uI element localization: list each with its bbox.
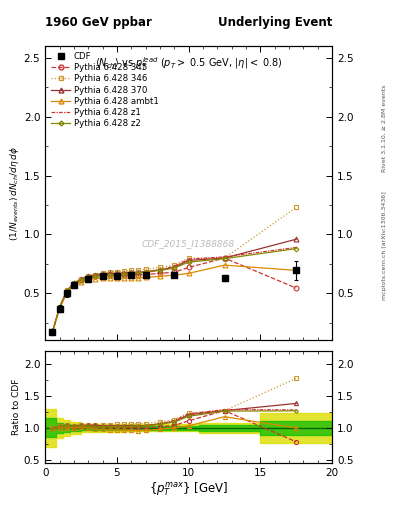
Y-axis label: Ratio to CDF: Ratio to CDF	[12, 379, 21, 435]
Y-axis label: $(1/N_{events})\, dN_{ch}/d\eta\, d\phi$: $(1/N_{events})\, dN_{ch}/d\eta\, d\phi$	[8, 146, 21, 241]
X-axis label: $\{p_T^{max}\}$ [GeV]: $\{p_T^{max}\}$ [GeV]	[149, 481, 228, 499]
Text: CDF_2015_I1388868: CDF_2015_I1388868	[142, 239, 235, 248]
Text: $\langle N_{ch}\rangle$ vs $p_T^{lead}$ ($p_T >$ 0.5 GeV, $|\eta| <$ 0.8): $\langle N_{ch}\rangle$ vs $p_T^{lead}$ …	[95, 55, 283, 72]
Legend: CDF, Pythia 6.428 345, Pythia 6.428 346, Pythia 6.428 370, Pythia 6.428 ambt1, P: CDF, Pythia 6.428 345, Pythia 6.428 346,…	[50, 50, 160, 130]
Text: Rivet 3.1.10, ≥ 2.8M events: Rivet 3.1.10, ≥ 2.8M events	[382, 84, 387, 172]
Text: 1960 GeV ppbar: 1960 GeV ppbar	[45, 16, 152, 29]
Text: Underlying Event: Underlying Event	[218, 16, 332, 29]
Text: mcplots.cern.ch [arXiv:1306.3436]: mcplots.cern.ch [arXiv:1306.3436]	[382, 191, 387, 300]
